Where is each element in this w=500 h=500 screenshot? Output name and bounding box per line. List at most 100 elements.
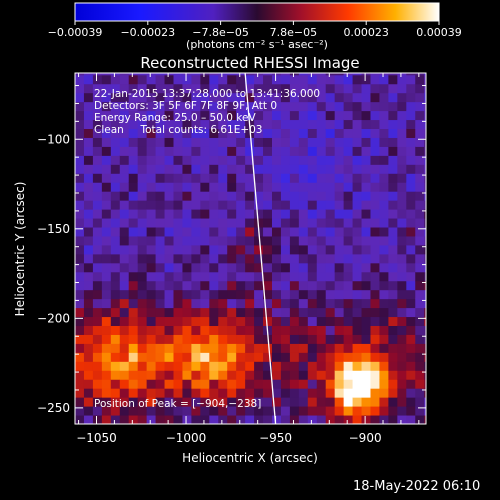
heatmap-cell xyxy=(173,173,183,183)
heatmap-cell xyxy=(289,73,300,76)
heatmap-cell xyxy=(209,200,219,210)
heatmap-cell xyxy=(200,361,210,371)
heatmap-cell xyxy=(424,73,426,76)
heatmap-cell xyxy=(200,289,210,300)
heatmap-cell xyxy=(254,173,264,183)
heatmap-cell xyxy=(182,164,192,174)
heatmap-cell xyxy=(263,280,273,291)
heatmap-cell xyxy=(263,316,273,327)
heatmap-cell xyxy=(245,235,255,246)
heatmap-cell xyxy=(343,388,354,398)
heatmap-cell xyxy=(254,244,264,255)
heatmap-cell xyxy=(388,388,398,398)
heatmap-cell xyxy=(173,227,183,237)
heatmap-cell xyxy=(406,119,416,130)
heatmap-cell xyxy=(406,352,416,362)
heatmap-cell xyxy=(334,406,345,416)
heatmap-cell xyxy=(200,235,210,246)
heatmap-cell xyxy=(191,227,201,237)
heatmap-cell xyxy=(415,253,425,264)
heatmap-cell xyxy=(110,155,121,165)
heatmap-cell xyxy=(209,74,219,85)
heatmap-cell xyxy=(75,361,85,371)
heatmap-cell xyxy=(388,235,398,246)
heatmap-cell xyxy=(343,334,354,344)
heatmap-cell xyxy=(388,128,398,138)
heatmap-cell xyxy=(352,119,363,130)
heatmap-cell xyxy=(209,83,219,94)
heatmap-cell xyxy=(325,235,336,246)
heatmap-cell xyxy=(370,397,380,407)
heatmap-cell xyxy=(325,227,336,237)
heatmap-cell xyxy=(218,406,228,416)
heatmap-cell xyxy=(325,343,336,353)
heatmap-cell xyxy=(254,164,264,174)
heatmap-cell xyxy=(75,155,85,165)
heatmap-cell xyxy=(361,83,371,94)
heatmap-cell xyxy=(397,83,407,94)
heatmap-cell xyxy=(280,298,291,309)
heatmap-cell xyxy=(245,244,255,255)
heatmap-cell xyxy=(424,316,426,327)
heatmap-cell xyxy=(316,298,327,309)
heatmap-cell xyxy=(236,271,246,282)
heatmap-cell xyxy=(218,73,228,76)
heatmap-cell xyxy=(101,280,112,291)
heatmap-cell xyxy=(101,388,112,398)
heatmap-cell xyxy=(110,164,121,174)
heatmap-cell xyxy=(298,110,309,121)
heatmap-cell xyxy=(424,397,426,407)
heatmap-cell xyxy=(200,200,210,210)
heatmap-cell xyxy=(137,146,148,156)
heatmap-cell xyxy=(245,101,255,112)
heatmap-cell xyxy=(343,406,354,416)
heatmap-cell xyxy=(146,343,157,353)
heatmap-cell xyxy=(191,74,201,85)
heatmap-cell xyxy=(227,325,237,335)
heatmap-cell xyxy=(361,244,371,255)
heatmap-cell xyxy=(236,343,246,353)
heatmap-cell xyxy=(352,325,363,335)
heatmap-cell xyxy=(200,83,210,94)
heatmap-cell xyxy=(263,307,273,318)
heatmap-cell xyxy=(254,406,264,416)
heatmap-cell xyxy=(263,128,273,138)
heatmap-cell xyxy=(164,218,174,228)
heatmap-cell xyxy=(388,227,398,237)
heatmap-cell xyxy=(83,119,94,130)
heatmap-cell xyxy=(92,146,103,156)
heatmap-cell xyxy=(370,119,380,130)
heatmap-cell xyxy=(343,200,354,210)
heatmap-cell xyxy=(361,271,371,282)
heatmap-cell xyxy=(415,271,425,282)
heatmap-cell xyxy=(361,352,371,362)
heatmap-cell xyxy=(424,119,426,130)
heatmap-cell xyxy=(424,83,426,94)
heatmap-cell xyxy=(334,280,345,291)
heatmap-cell xyxy=(406,200,416,210)
heatmap-cell xyxy=(164,334,174,344)
heatmap-cell xyxy=(263,415,273,424)
heatmap-cell xyxy=(245,73,255,76)
heatmap-cell xyxy=(191,316,201,327)
heatmap-cell xyxy=(75,74,85,85)
heatmap-cell xyxy=(388,379,398,389)
heatmap-cell xyxy=(173,92,183,103)
heatmap-cell xyxy=(424,101,426,112)
heatmap-cell xyxy=(307,352,318,362)
heatmap-cell xyxy=(227,119,237,130)
heatmap-cell xyxy=(298,262,309,273)
heatmap-cell xyxy=(209,235,219,246)
heatmap-cell xyxy=(370,137,380,147)
heatmap-cell xyxy=(236,415,246,424)
heatmap-cell xyxy=(415,262,425,273)
heatmap-cell xyxy=(146,155,157,165)
heatmap-cell xyxy=(325,73,336,76)
heatmap-cell xyxy=(280,146,291,156)
heatmap-cell xyxy=(101,227,112,237)
heatmap-cell xyxy=(245,253,255,264)
heatmap-cell xyxy=(254,334,264,344)
heatmap-cell xyxy=(209,253,219,264)
heatmap-cell xyxy=(254,137,264,147)
heatmap-cell xyxy=(325,173,336,183)
